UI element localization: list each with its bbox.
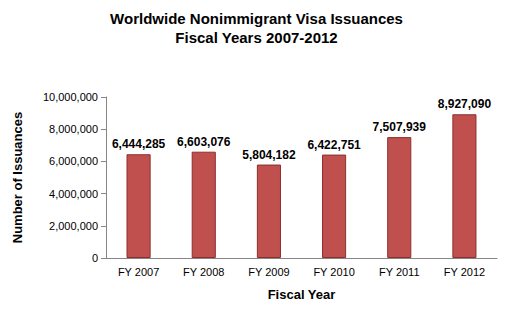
svg-text:6,422,751: 6,422,751 (307, 138, 361, 152)
svg-text:0: 0 (92, 252, 98, 264)
svg-text:FY 2008: FY 2008 (183, 266, 224, 278)
svg-text:6,444,285: 6,444,285 (112, 137, 166, 151)
svg-text:4,000,000: 4,000,000 (49, 188, 98, 200)
svg-text:8,927,090: 8,927,090 (438, 97, 492, 111)
svg-text:FY 2009: FY 2009 (248, 266, 289, 278)
svg-text:FY 2007: FY 2007 (118, 266, 159, 278)
svg-text:7,507,939: 7,507,939 (373, 120, 427, 134)
svg-text:Worldwide Nonimmigrant Visa Is: Worldwide Nonimmigrant Visa Issuances (110, 10, 403, 27)
svg-text:FY 2010: FY 2010 (313, 266, 354, 278)
svg-text:Number of Issuances: Number of Issuances (10, 112, 25, 244)
svg-text:6,603,076: 6,603,076 (177, 135, 231, 149)
svg-text:Fiscal Year: Fiscal Year (268, 287, 336, 302)
svg-text:FY 2012: FY 2012 (444, 266, 485, 278)
svg-text:10,000,000: 10,000,000 (43, 91, 98, 103)
svg-text:FY 2011: FY 2011 (379, 266, 420, 278)
svg-text:Fiscal Years 2007-2012: Fiscal Years 2007-2012 (175, 29, 337, 46)
svg-text:5,804,182: 5,804,182 (242, 148, 296, 162)
svg-text:2,000,000: 2,000,000 (49, 220, 98, 232)
svg-text:8,000,000: 8,000,000 (49, 123, 98, 135)
svg-text:6,000,000: 6,000,000 (49, 155, 98, 167)
